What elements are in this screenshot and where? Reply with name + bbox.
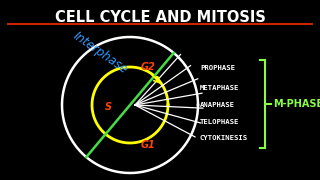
Text: METAPHASE: METAPHASE bbox=[200, 85, 239, 91]
Text: TELOPHASE: TELOPHASE bbox=[200, 119, 239, 125]
Text: PROPHASE: PROPHASE bbox=[200, 65, 235, 71]
Text: CELL CYCLE AND MITOSIS: CELL CYCLE AND MITOSIS bbox=[55, 10, 265, 25]
Text: S: S bbox=[105, 102, 111, 112]
Text: Interphase: Interphase bbox=[70, 30, 130, 76]
Text: M-PHASE: M-PHASE bbox=[273, 99, 320, 109]
Text: CYTOKINESIS: CYTOKINESIS bbox=[200, 135, 248, 141]
Text: G1: G1 bbox=[140, 140, 156, 150]
Text: G2: G2 bbox=[140, 62, 156, 72]
Text: ANAPHASE: ANAPHASE bbox=[200, 102, 235, 108]
